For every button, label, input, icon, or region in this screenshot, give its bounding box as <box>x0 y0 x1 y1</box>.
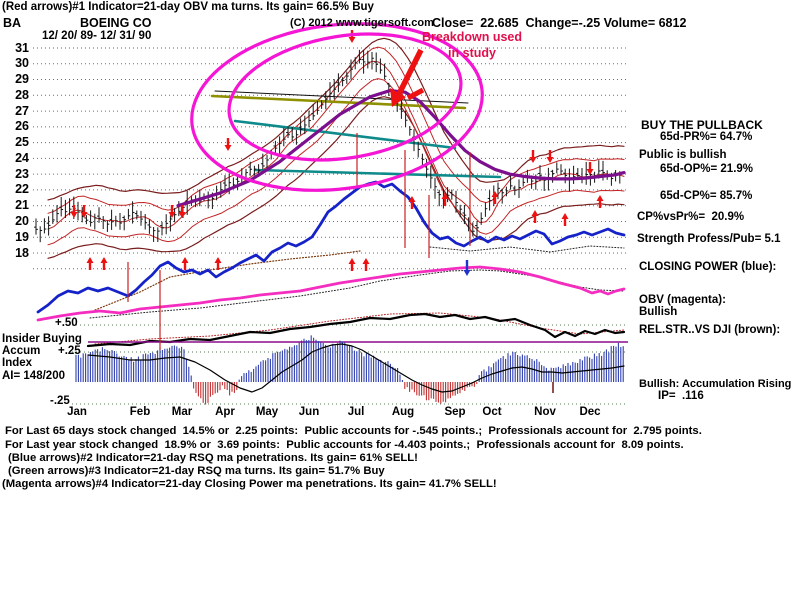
closing-power-label: CLOSING POWER (blue): <box>639 261 777 273</box>
footer-year: For Last year stock changed 18.9% or 3.6… <box>5 439 684 451</box>
buy-pullback: BUY THE PULLBACK <box>641 118 763 132</box>
copyright: (C) 2012 www.tigersoft.com <box>290 17 434 29</box>
price-tick-25: 25 <box>15 135 29 150</box>
price-tick-27: 27 <box>15 103 29 118</box>
down-arrow-marker <box>80 212 88 218</box>
price-tick-23: 23 <box>15 166 29 181</box>
up-arrow-marker <box>561 213 569 219</box>
indicator4-line: (Magenta arrows)#4 Indicator=21-day Clos… <box>2 478 497 490</box>
olive-trendline <box>210 94 467 110</box>
price-tick-28: 28 <box>15 87 29 102</box>
month-label-dec: Dec <box>579 406 601 418</box>
accum: Accum <box>2 345 41 357</box>
month-label-aug: Aug <box>391 406 415 418</box>
month-label-oct: Oct <box>482 406 502 418</box>
month-label-jun: Jun <box>298 406 320 418</box>
obv-label: OBV (magenta): <box>639 294 726 306</box>
public-bullish: Public is bullish <box>639 149 727 161</box>
ip-value: IP= .116 <box>658 390 704 402</box>
month-label-sep: Sep <box>444 406 466 418</box>
month-label-feb: Feb <box>129 406 151 418</box>
down-arrow-marker <box>463 270 471 276</box>
obv-state: Bullish <box>639 306 678 318</box>
month-label-mar: Mar <box>171 406 193 418</box>
down-arrow-marker <box>546 157 554 163</box>
up-arrow-marker <box>181 257 189 263</box>
down-arrow-marker <box>178 212 186 218</box>
up-arrow-marker <box>491 191 499 197</box>
plus50: +.50 <box>55 317 78 329</box>
cp-percent: 65d-CP%= 85.7% <box>660 190 753 202</box>
down-arrow-marker <box>168 212 176 218</box>
month-label-apr: Apr <box>215 406 235 418</box>
accum-state: Bullish: Accumulation Rising <box>639 378 792 390</box>
price-tick-22: 22 <box>15 182 29 197</box>
op-percent: 65d-OP%= 21.9% <box>660 163 754 175</box>
index: Index <box>2 357 33 369</box>
up-arrow-marker <box>408 196 416 202</box>
month-label-jul: Jul <box>347 406 365 418</box>
month-label-may: May <box>255 406 279 418</box>
up-arrow-marker <box>214 257 222 263</box>
up-arrow-marker <box>441 193 449 199</box>
strength: Strength Profess/Pub= 5.1 <box>637 233 781 245</box>
teal-trendline-lower <box>253 168 502 179</box>
minus25: -.25 <box>50 395 70 407</box>
price-tick-24: 24 <box>15 150 29 165</box>
company: BOEING CO <box>80 16 152 30</box>
down-arrow-marker <box>224 145 232 151</box>
up-arrow-marker <box>348 258 356 264</box>
plus25: +.25 <box>58 345 81 357</box>
black-trendline <box>214 90 469 104</box>
price-tick-20: 20 <box>15 213 29 228</box>
annotation-breakdown-line2: in study <box>448 46 496 60</box>
price-tick-30: 30 <box>15 56 29 71</box>
relstr-label: REL.STR..VS DJI (brown): <box>639 324 781 336</box>
indicator3-line: (Green arrows)#3 Indicator=21-day RSQ ma… <box>8 465 385 477</box>
month-label-jan: Jan <box>67 406 87 418</box>
up-arrow-marker <box>596 195 604 201</box>
quote-line: Close= 22.685 Change=-.25 Volume= 6812 <box>432 16 687 30</box>
price-tick-26: 26 <box>15 119 29 134</box>
up-arrow-marker <box>531 210 539 216</box>
cp-vs-pr: CP%vsPr%= 20.9% <box>637 211 745 223</box>
annotation-breakdown-line1: Breakdown used <box>421 30 523 44</box>
price-tick-19: 19 <box>15 229 29 244</box>
down-arrow-marker <box>70 212 78 218</box>
down-arrow-marker <box>586 169 594 175</box>
footer-65d: For Last 65 days stock changed 14.5% or … <box>5 425 702 437</box>
insider-buying: Insider Buying <box>2 333 82 345</box>
price-tick-31: 31 <box>15 40 29 55</box>
price-tick-21: 21 <box>15 198 29 213</box>
month-label-nov: Nov <box>534 406 556 418</box>
annotation-ellipse-1 <box>190 22 484 192</box>
annotation-ellipse-0 <box>227 32 463 162</box>
date-range: 12/ 20/ 89- 12/ 31/ 90 <box>42 30 152 42</box>
price-tick-18: 18 <box>15 245 29 260</box>
ticker: BA <box>3 16 22 30</box>
indicator2-line: (Blue arrows)#2 Indicator=21-day RSQ ma … <box>8 452 418 464</box>
down-arrow-marker <box>529 157 537 163</box>
indicator1-line: (Red arrows)#1 Indicator=21-day OBV ma t… <box>2 1 374 13</box>
up-arrow-marker <box>100 257 108 263</box>
breakdown-arrow-head <box>390 88 406 107</box>
price-tick-29: 29 <box>15 72 29 87</box>
pr-percent: 65d-PR%= 64.7% <box>660 131 753 143</box>
ai-value: AI= 148/200 <box>2 370 65 382</box>
up-arrow-marker <box>86 257 94 263</box>
down-arrow-marker <box>348 37 356 43</box>
up-arrow-marker <box>362 258 370 264</box>
